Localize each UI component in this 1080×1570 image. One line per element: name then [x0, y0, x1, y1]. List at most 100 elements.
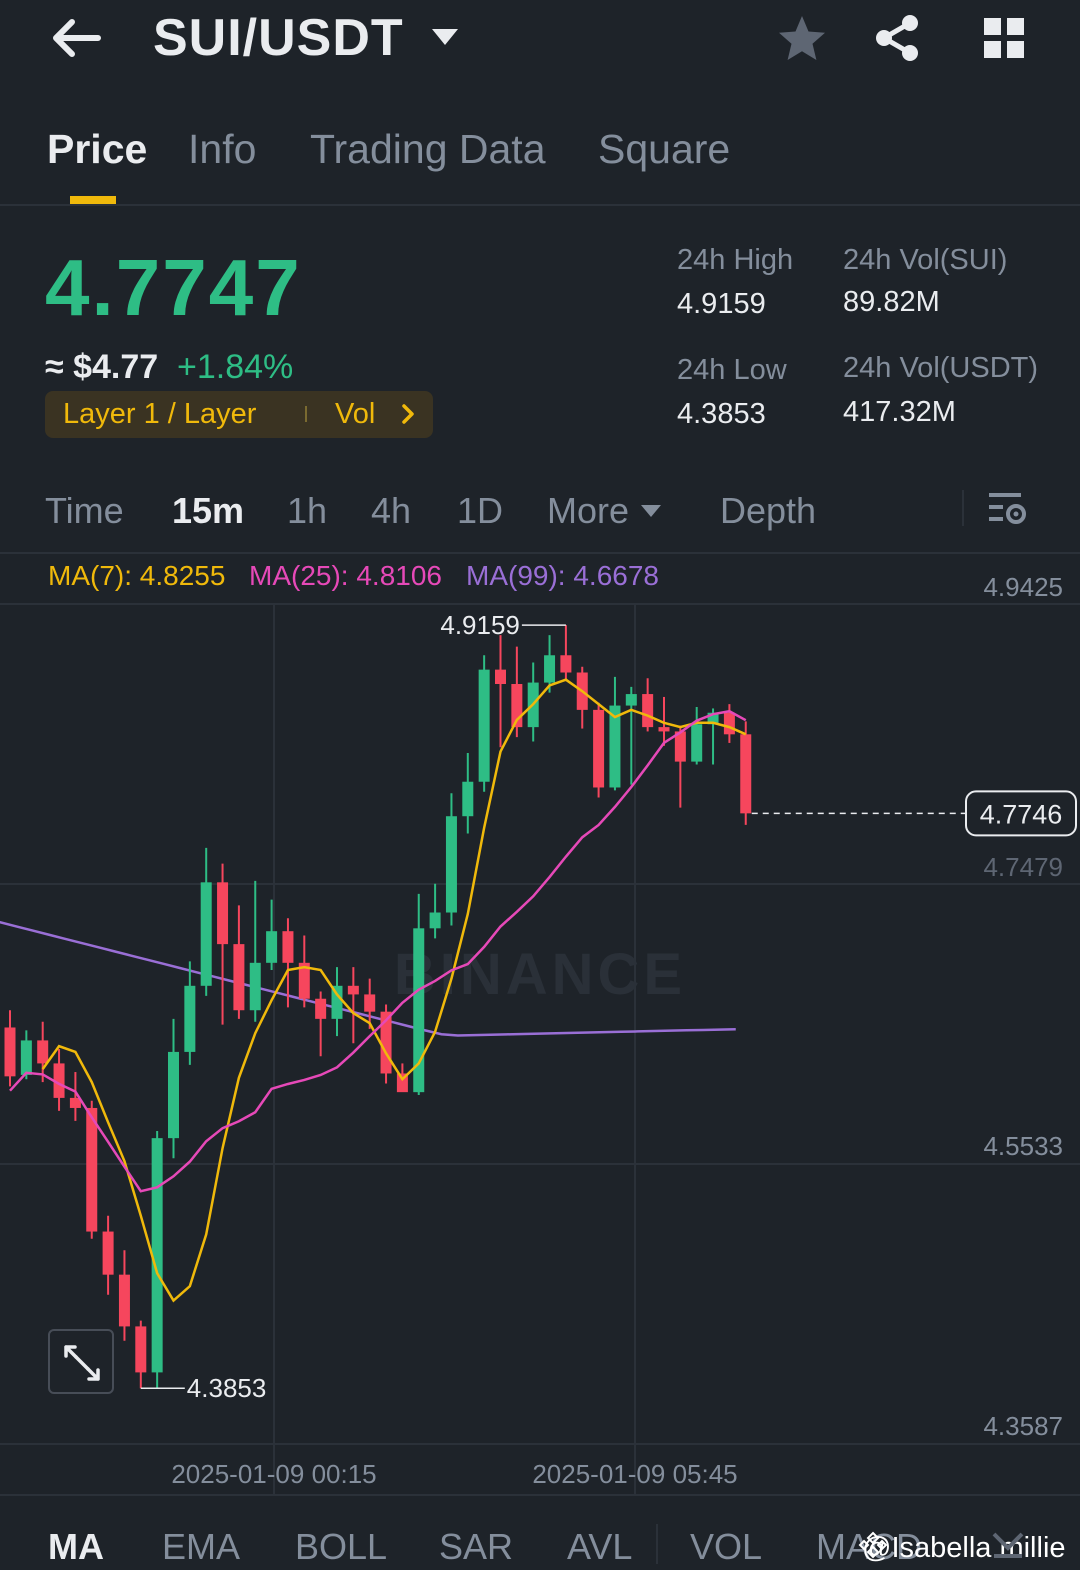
- price-tick-label: 4.3587: [983, 1411, 1063, 1441]
- chart-labels: 4.9425 4.5533 4.3587 4.7479 2025-01-09 00:15…: [140, 572, 1077, 1489]
- ma-lines: [9, 678, 747, 1303]
- interval-1h[interactable]: 1h: [287, 490, 328, 531]
- expand-icon: [64, 1345, 100, 1381]
- interval-more[interactable]: More: [547, 490, 630, 531]
- price-change-percent: +1.84%: [177, 348, 294, 386]
- chevron-right-icon: [402, 404, 414, 424]
- candle-body: [298, 962, 310, 999]
- candle-body: [135, 1326, 147, 1373]
- high-value: 4.9159: [677, 288, 766, 320]
- indicator-avl[interactable]: AVL: [567, 1526, 633, 1567]
- candle-body: [511, 684, 523, 728]
- candle-body: [740, 734, 752, 814]
- vol-base-label: 24h Vol(SUI): [843, 244, 1008, 276]
- tag-divider: [305, 406, 307, 422]
- candle-body: [593, 709, 605, 788]
- collapse-icon[interactable]: [990, 1526, 1026, 1562]
- interval-divider: [962, 490, 964, 526]
- candle-body: [658, 727, 670, 732]
- ma25-line: [9, 709, 747, 1193]
- interval-4h[interactable]: 4h: [371, 490, 412, 531]
- interval-time[interactable]: Time: [45, 490, 124, 531]
- candle-body: [184, 985, 196, 1052]
- candle-body: [723, 712, 735, 735]
- ma7-line: [41, 678, 747, 1303]
- candle-body: [560, 655, 572, 673]
- tab-trading-data[interactable]: Trading Data: [310, 126, 546, 172]
- tab-price[interactable]: Price: [47, 126, 148, 172]
- ma99-legend: MA(99): 4.6678: [466, 560, 659, 591]
- interval-1d[interactable]: 1D: [457, 490, 504, 531]
- chart-settings-icon[interactable]: [986, 488, 1028, 530]
- indicator-boll[interactable]: BOLL: [295, 1526, 388, 1567]
- back-arrow-icon[interactable]: [48, 16, 104, 60]
- price-tick-label: 4.9425: [983, 572, 1063, 602]
- high-label: 24h High: [677, 244, 794, 276]
- candle-body: [69, 1097, 81, 1108]
- chart-watermark: BINANCE: [394, 942, 686, 1007]
- grid: [0, 603, 1080, 1494]
- user-watermark: @Isabella millie: [862, 1532, 1066, 1564]
- candle-body: [118, 1274, 130, 1327]
- candle-body: [37, 1040, 49, 1064]
- binance-logo-icon: [858, 1531, 888, 1559]
- candle-body: [282, 931, 294, 963]
- candle-body: [4, 1027, 16, 1077]
- candle-body: [347, 985, 359, 995]
- vol-quote-label: 24h Vol(USDT): [843, 352, 1039, 384]
- candle-body: [396, 1073, 408, 1093]
- candle-body: [364, 994, 376, 1012]
- price-chart[interactable]: BINANCE 4.9425 4.5533 4.3587 4.7479 2025-01-…: [0, 556, 1080, 1494]
- indicator-ema[interactable]: EMA: [162, 1526, 241, 1567]
- candle-body: [315, 998, 327, 1019]
- tab-info[interactable]: Info: [188, 126, 257, 172]
- grid-icon[interactable]: [982, 16, 1026, 60]
- star-icon[interactable]: [776, 14, 828, 64]
- max-price-label: 4.9159: [440, 610, 520, 640]
- low-label: 24h Low: [677, 354, 787, 386]
- category-tag-label: Layer 1 / Layer: [63, 398, 257, 430]
- candle-body: [200, 882, 212, 986]
- candle-body: [642, 694, 654, 728]
- candle-body: [249, 962, 261, 1011]
- more-caret-icon: [641, 505, 661, 517]
- min-price-label: 4.3853: [187, 1373, 267, 1403]
- dropdown-caret-icon[interactable]: [430, 26, 460, 48]
- category-tag[interactable]: Layer 1 / Layer Vol: [45, 391, 433, 438]
- fullscreen-button[interactable]: [48, 1329, 114, 1394]
- indicator-sar[interactable]: SAR: [439, 1526, 514, 1567]
- candle-body: [625, 694, 637, 706]
- candlestick-chart[interactable]: BINANCE 4.9425 4.5533 4.3587 4.7479 2025-01-…: [0, 556, 1080, 1494]
- indicator-tabs: MA EMA BOLL SAR AVL VOL MACD: [0, 1494, 1080, 1570]
- candle-body: [168, 1051, 179, 1139]
- vol-quote-value: 417.32M: [843, 396, 956, 428]
- vol-link[interactable]: Vol: [335, 398, 376, 430]
- candle-body: [331, 985, 343, 1019]
- active-tab-indicator: [70, 196, 116, 204]
- share-icon[interactable]: [872, 12, 924, 64]
- candle-body: [217, 882, 229, 945]
- interval-15m[interactable]: 15m: [172, 490, 245, 531]
- candle-body: [20, 1040, 32, 1075]
- usd-price: ≈ $4.77: [45, 348, 159, 386]
- pair-title[interactable]: SUI/USDT: [153, 9, 404, 67]
- candle-body: [429, 912, 441, 929]
- interval-bar: Time 15m 1h 4h 1D More Depth: [0, 470, 1080, 554]
- indicator-ma[interactable]: MA: [48, 1526, 104, 1567]
- indicator-vol[interactable]: VOL: [690, 1526, 763, 1567]
- candle-body: [413, 928, 425, 1093]
- candle-body: [707, 712, 719, 725]
- candle-body: [609, 705, 621, 788]
- last-price-badge-label: 4.7746: [980, 799, 1063, 829]
- vol-base-value: 89.82M: [843, 286, 940, 318]
- candle-body: [151, 1138, 163, 1373]
- price-tick-label: 4.7479: [983, 852, 1063, 882]
- interval-depth[interactable]: Depth: [720, 490, 817, 531]
- tab-square[interactable]: Square: [598, 126, 731, 172]
- candle-body: [266, 931, 278, 963]
- indicator-macd[interactable]: MACD: [816, 1526, 922, 1567]
- candle-body: [233, 944, 245, 1011]
- last-price: 4.7747: [45, 243, 302, 332]
- ma7-legend: MA(7): 4.8255: [48, 560, 226, 591]
- indicator-divider: [656, 1524, 658, 1564]
